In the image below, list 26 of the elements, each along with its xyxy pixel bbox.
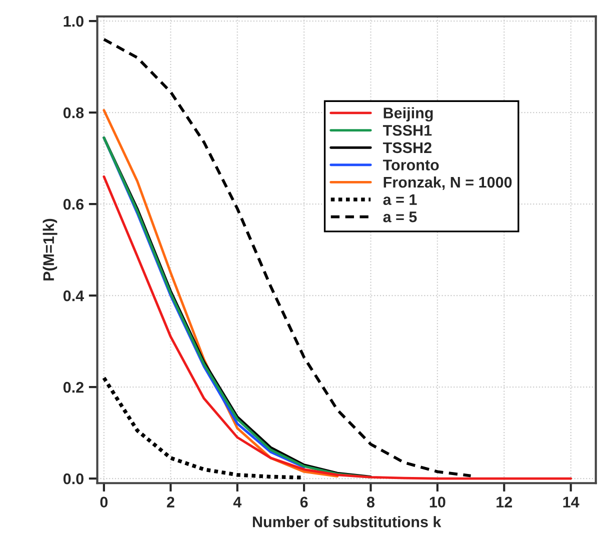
x-tick-label: 6: [300, 496, 308, 508]
x-axis-title: Number of substitutions k: [252, 516, 442, 528]
x-tick-label: 8: [366, 496, 375, 508]
line-series: [102, 175, 572, 480]
x-tick-label: 0: [100, 496, 108, 508]
legend-label: Beijing: [384, 107, 433, 122]
y-tick-label: 1.0: [64, 16, 84, 27]
x-tick-label: 10: [430, 496, 446, 508]
y-tick-label: 0.2: [63, 382, 84, 393]
legend-label: TSSH2: [382, 142, 432, 154]
y-tick-label: 0.4: [63, 290, 84, 302]
x-tick-label: 4: [233, 496, 242, 508]
legend-label: Toronto: [382, 160, 439, 170]
line-series: [102, 109, 339, 478]
x-tick-label: 12: [496, 496, 512, 508]
y-tick-label: 0.6: [63, 198, 84, 210]
line-series: [102, 38, 472, 478]
legend-label: a = 1: [383, 194, 417, 205]
y-tick-label: 0.0: [63, 473, 84, 484]
legend-label: a = 5: [383, 212, 417, 222]
legend-label: TSSH1: [382, 124, 432, 136]
legend-label: Fronzak, N = 1000: [384, 176, 512, 190]
y-tick-label: 0.8: [63, 107, 84, 118]
y-axis-title: P(M=1|k): [42, 218, 58, 280]
x-tick-label: 14: [563, 496, 580, 508]
x-tick-label: 2: [166, 496, 174, 508]
